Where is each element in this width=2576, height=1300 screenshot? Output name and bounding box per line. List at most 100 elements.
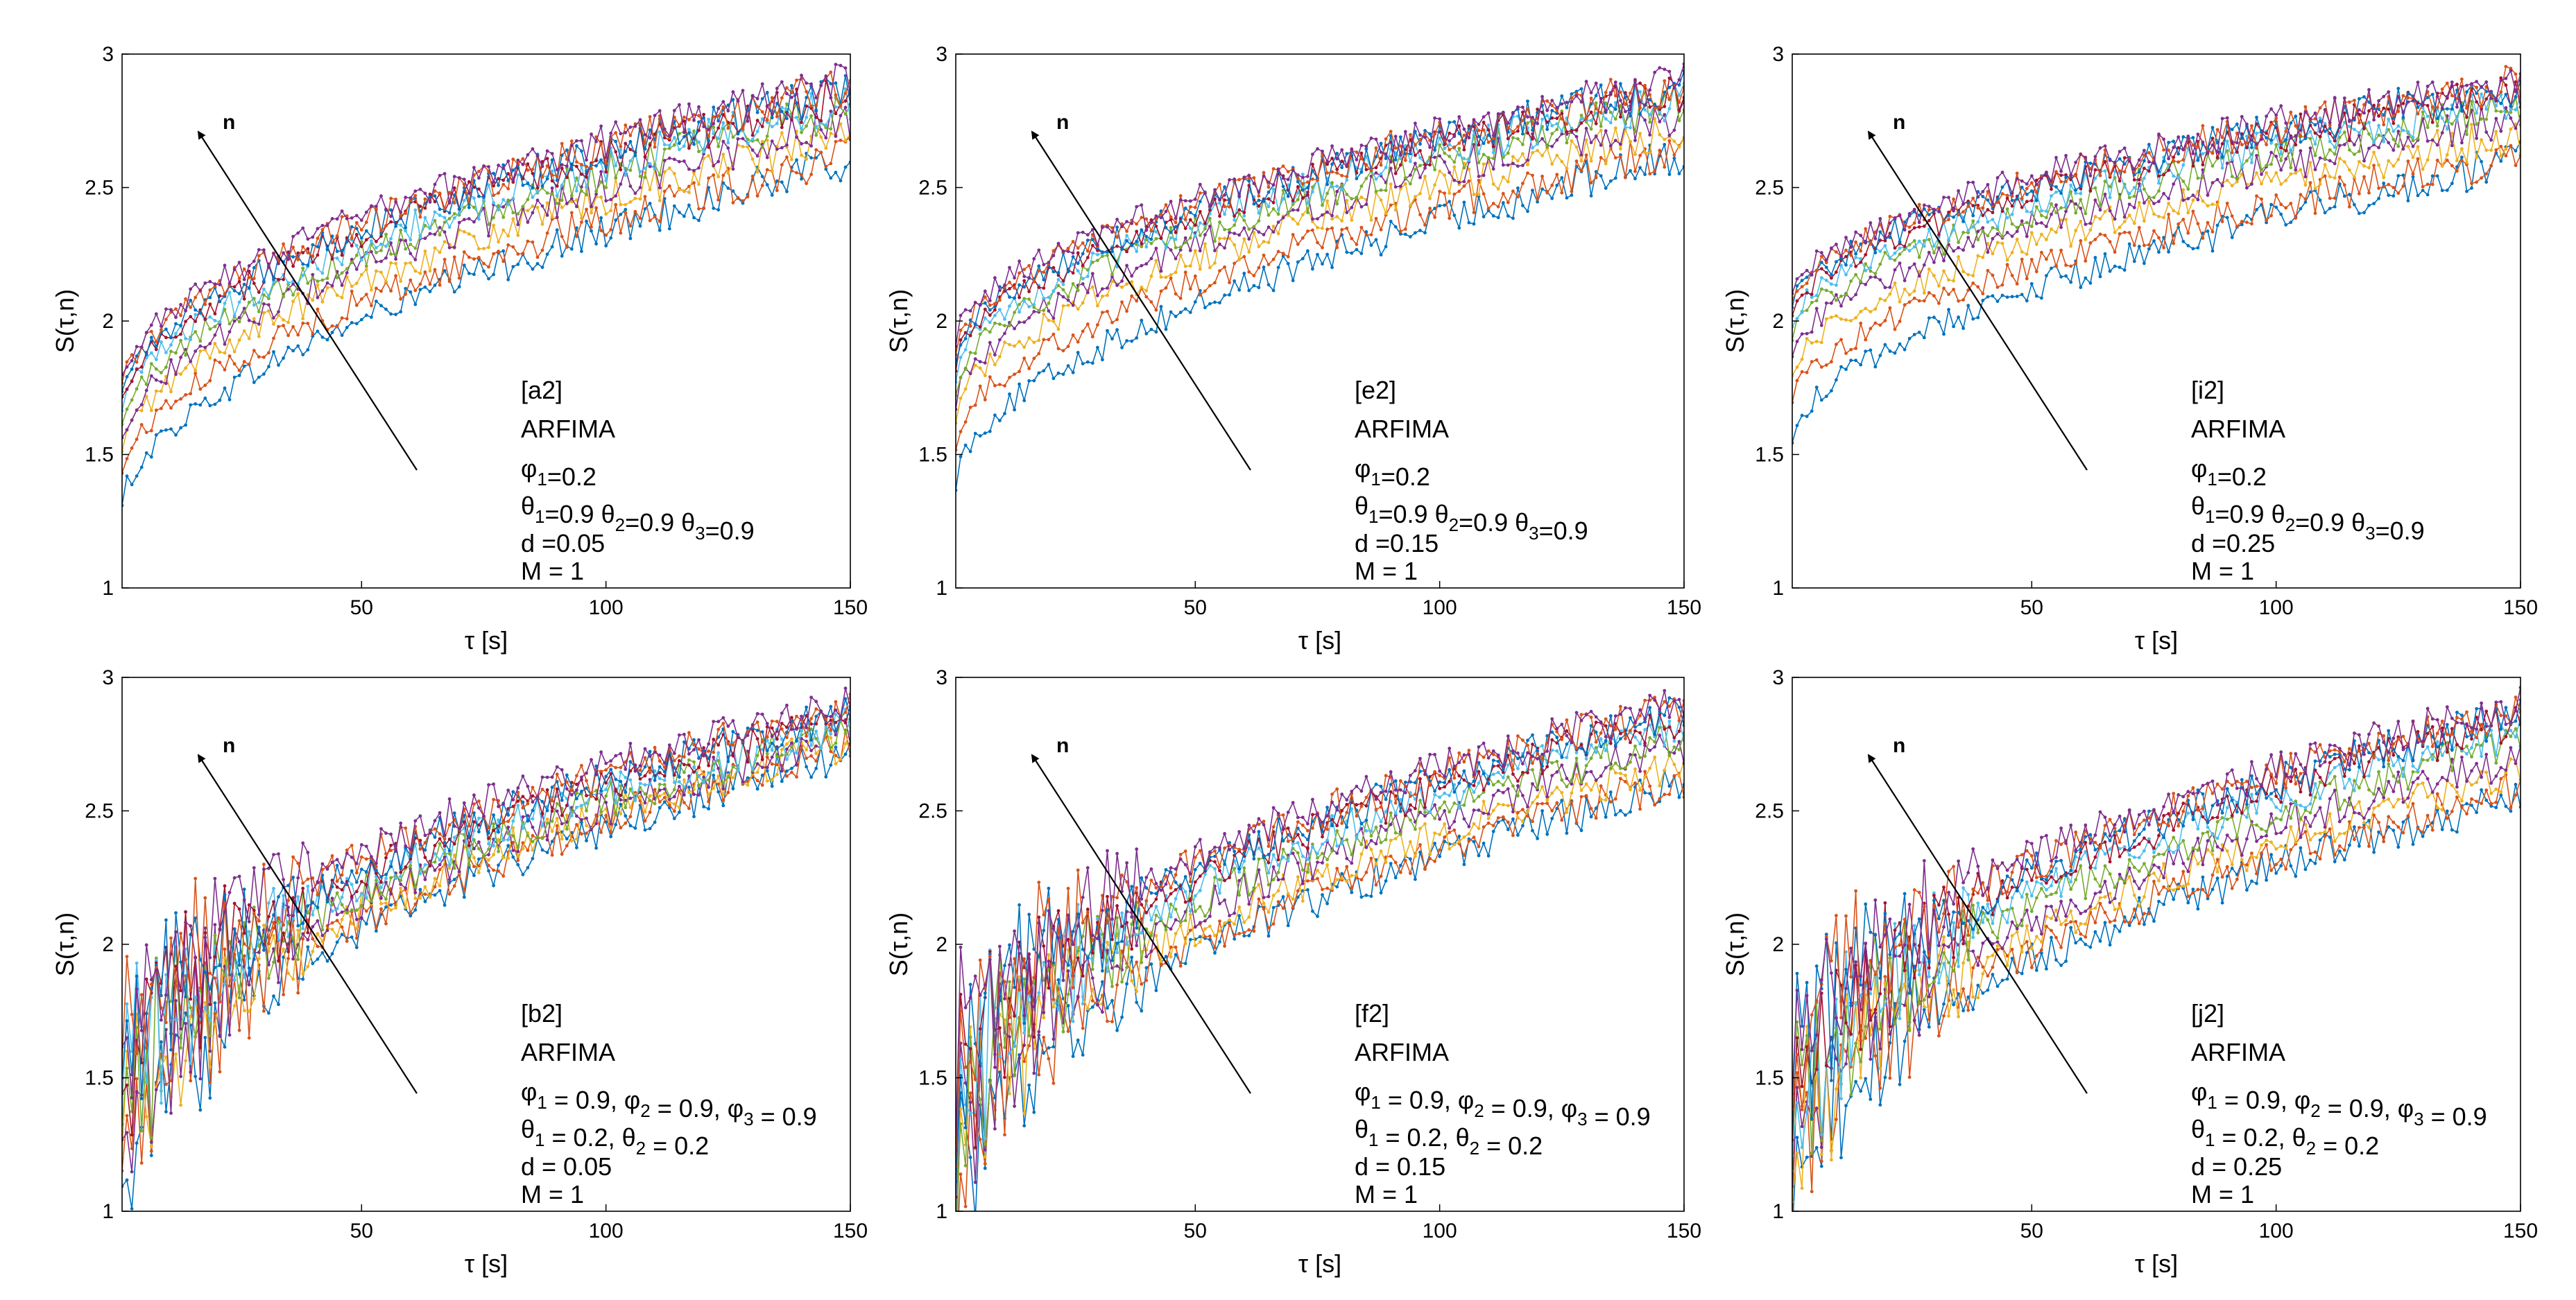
data-point bbox=[501, 163, 506, 167]
data-point bbox=[1800, 413, 1804, 417]
data-point bbox=[545, 214, 549, 217]
data-point bbox=[1169, 230, 1173, 234]
data-point bbox=[223, 302, 227, 305]
annotation-line: φ1=0.2 bbox=[1355, 454, 1430, 491]
data-point bbox=[1677, 145, 1681, 149]
data-point bbox=[1922, 224, 1926, 228]
data-point bbox=[2377, 123, 2381, 128]
data-point bbox=[775, 87, 779, 90]
data-point bbox=[1903, 303, 1907, 307]
data-point bbox=[262, 302, 266, 306]
data-point bbox=[223, 956, 227, 960]
data-point bbox=[775, 114, 779, 119]
data-point bbox=[1927, 205, 1931, 209]
data-point bbox=[1120, 346, 1124, 349]
data-point bbox=[1271, 288, 1276, 293]
data-point bbox=[1932, 211, 1936, 216]
data-point bbox=[2025, 252, 2029, 257]
data-point bbox=[2040, 209, 2043, 213]
data-point bbox=[1149, 327, 1153, 331]
data-point bbox=[1321, 197, 1324, 201]
data-point bbox=[472, 865, 476, 869]
data-point bbox=[1927, 218, 1931, 223]
data-point bbox=[1981, 298, 1985, 302]
data-point bbox=[257, 355, 261, 359]
data-point bbox=[1051, 266, 1056, 270]
data-point bbox=[1800, 332, 1804, 336]
data-point bbox=[741, 145, 745, 148]
data-point bbox=[2084, 155, 2088, 159]
series-n=3 bbox=[122, 122, 850, 453]
data-point bbox=[540, 222, 544, 226]
data-point bbox=[2440, 131, 2444, 135]
data-point bbox=[1795, 424, 1799, 428]
data-point bbox=[2318, 116, 2322, 120]
data-point bbox=[413, 908, 418, 912]
data-point bbox=[1526, 107, 1529, 111]
data-point bbox=[1521, 105, 1525, 110]
data-point bbox=[2034, 182, 2038, 187]
data-point bbox=[978, 434, 982, 438]
data-point bbox=[506, 234, 510, 238]
data-point bbox=[707, 146, 710, 149]
data-point bbox=[306, 322, 310, 325]
data-point bbox=[1907, 336, 1912, 340]
data-point bbox=[1178, 311, 1183, 314]
data-point bbox=[2303, 110, 2308, 114]
data-point bbox=[973, 357, 977, 361]
data-point bbox=[2499, 129, 2503, 133]
data-point bbox=[2064, 218, 2068, 221]
data-point bbox=[1922, 263, 1926, 267]
data-point bbox=[2348, 125, 2351, 128]
data-point bbox=[375, 205, 378, 208]
data-point bbox=[2284, 140, 2288, 144]
data-point bbox=[1795, 289, 1799, 293]
data-point bbox=[2015, 171, 2019, 175]
data-point bbox=[394, 261, 397, 266]
data-point bbox=[511, 211, 515, 215]
data-point bbox=[569, 197, 574, 200]
data-point bbox=[375, 286, 378, 291]
data-point bbox=[834, 135, 838, 138]
data-point bbox=[516, 863, 520, 867]
data-point bbox=[1081, 362, 1085, 365]
data-point bbox=[1560, 129, 1564, 133]
data-point bbox=[1017, 283, 1021, 287]
data-point bbox=[208, 302, 212, 306]
data-point bbox=[1242, 237, 1246, 241]
data-point bbox=[1203, 227, 1207, 231]
data-point bbox=[169, 308, 173, 311]
data-point bbox=[1839, 263, 1843, 268]
data-point bbox=[2010, 274, 2014, 277]
data-point bbox=[1859, 321, 1863, 325]
data-point bbox=[731, 98, 735, 102]
data-point bbox=[2005, 196, 2009, 200]
data-point bbox=[963, 348, 968, 352]
data-point bbox=[1859, 279, 1863, 284]
data-point bbox=[988, 330, 992, 334]
data-point bbox=[1042, 270, 1046, 274]
data-point bbox=[819, 135, 823, 139]
data-point bbox=[697, 166, 701, 170]
data-point bbox=[1893, 246, 1897, 250]
data-point bbox=[1193, 205, 1197, 209]
data-point bbox=[1076, 307, 1080, 311]
data-point bbox=[2034, 270, 2038, 274]
data-point bbox=[614, 194, 618, 198]
data-point bbox=[223, 292, 227, 296]
data-point bbox=[648, 164, 652, 168]
data-point bbox=[2430, 138, 2435, 142]
data-point bbox=[785, 143, 789, 147]
data-point bbox=[1125, 239, 1128, 243]
series-n=1 bbox=[956, 142, 1684, 492]
data-point bbox=[1125, 263, 1128, 268]
data-point bbox=[535, 198, 540, 202]
data-point bbox=[843, 105, 848, 110]
data-point bbox=[262, 248, 266, 252]
data-point bbox=[550, 158, 554, 162]
data-point bbox=[1555, 108, 1559, 112]
data-point bbox=[1384, 245, 1388, 249]
data-point bbox=[2143, 148, 2146, 153]
data-point bbox=[2206, 204, 2210, 208]
data-point bbox=[628, 184, 633, 188]
